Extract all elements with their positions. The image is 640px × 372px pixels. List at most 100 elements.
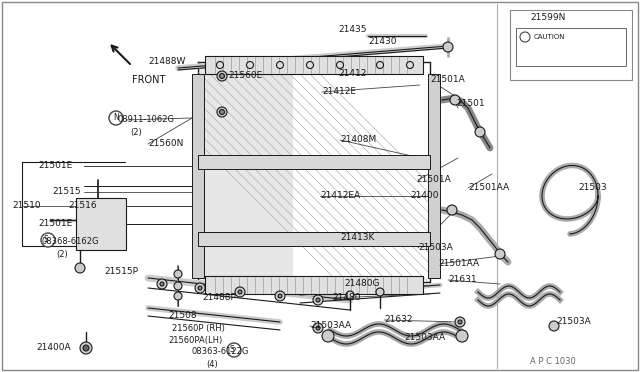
Text: 21503AA: 21503AA — [310, 321, 351, 330]
Text: 21503A: 21503A — [556, 317, 591, 327]
Circle shape — [376, 288, 384, 296]
Text: 21632: 21632 — [384, 315, 413, 324]
Circle shape — [174, 282, 182, 290]
Text: 21508: 21508 — [168, 311, 196, 321]
Text: 21599N: 21599N — [530, 13, 565, 22]
Text: 08911-1062G: 08911-1062G — [118, 115, 175, 125]
Circle shape — [174, 292, 182, 300]
Text: 21488P: 21488P — [202, 294, 236, 302]
Circle shape — [276, 61, 284, 68]
Circle shape — [41, 233, 55, 247]
Text: 21501: 21501 — [456, 99, 484, 109]
Text: 21560P (RH): 21560P (RH) — [172, 324, 225, 333]
Text: 21408M: 21408M — [340, 135, 376, 144]
Text: 21501AA: 21501AA — [438, 260, 479, 269]
Circle shape — [80, 342, 92, 354]
Text: 21412: 21412 — [338, 70, 366, 78]
Text: A P C 1030: A P C 1030 — [530, 357, 576, 366]
Text: 08363-6122G: 08363-6122G — [192, 347, 250, 356]
Text: (4): (4) — [206, 359, 218, 369]
Text: 08368-6162G: 08368-6162G — [42, 237, 99, 247]
Text: 21413K: 21413K — [340, 234, 374, 243]
Circle shape — [475, 127, 485, 137]
Circle shape — [458, 320, 462, 324]
Text: (2): (2) — [56, 250, 68, 259]
Text: 21501E: 21501E — [38, 219, 72, 228]
Circle shape — [160, 282, 164, 286]
Circle shape — [198, 286, 202, 290]
Circle shape — [83, 345, 89, 351]
Text: 21503A: 21503A — [418, 244, 452, 253]
Text: 21515P: 21515P — [104, 267, 138, 276]
Text: 21510: 21510 — [12, 202, 40, 211]
Circle shape — [549, 321, 559, 331]
Text: 21501AA: 21501AA — [468, 183, 509, 192]
Circle shape — [246, 61, 253, 68]
Bar — [428, 74, 440, 278]
Circle shape — [220, 109, 225, 115]
Circle shape — [450, 95, 460, 105]
Circle shape — [316, 298, 320, 302]
Text: N: N — [113, 113, 119, 122]
Circle shape — [278, 294, 282, 298]
Circle shape — [307, 61, 314, 68]
Circle shape — [316, 326, 320, 330]
Text: 21412E: 21412E — [322, 87, 356, 96]
Circle shape — [313, 295, 323, 305]
Circle shape — [376, 61, 383, 68]
Circle shape — [346, 291, 354, 299]
Text: CAUTION: CAUTION — [534, 34, 566, 40]
Text: 21488W: 21488W — [148, 58, 186, 67]
Bar — [76, 198, 126, 250]
Circle shape — [443, 42, 453, 52]
Text: S: S — [230, 346, 235, 355]
Bar — [198, 62, 293, 282]
Text: 21412EA: 21412EA — [320, 192, 360, 201]
Circle shape — [75, 263, 85, 273]
Circle shape — [520, 32, 530, 42]
Text: 21430: 21430 — [368, 38, 397, 46]
Bar — [192, 74, 204, 278]
Bar — [205, 276, 423, 294]
Circle shape — [337, 61, 344, 68]
Text: 21400: 21400 — [410, 192, 438, 201]
Text: 21480: 21480 — [332, 294, 360, 302]
Circle shape — [195, 283, 205, 293]
Circle shape — [174, 270, 182, 278]
Circle shape — [495, 249, 505, 259]
Bar — [516, 28, 626, 66]
Text: 21515: 21515 — [52, 187, 81, 196]
Text: S: S — [44, 235, 49, 244]
Circle shape — [456, 330, 468, 342]
Circle shape — [313, 323, 323, 333]
Text: 21560N: 21560N — [148, 140, 184, 148]
Text: 21435: 21435 — [338, 26, 367, 35]
Bar — [198, 232, 430, 246]
Circle shape — [275, 291, 285, 301]
Circle shape — [235, 287, 245, 297]
Text: 21503AA: 21503AA — [404, 334, 445, 343]
Text: 21400A: 21400A — [36, 343, 70, 353]
Text: 21480G: 21480G — [344, 279, 380, 289]
Circle shape — [238, 290, 242, 294]
Circle shape — [322, 330, 334, 342]
Circle shape — [455, 317, 465, 327]
Circle shape — [447, 205, 457, 215]
Circle shape — [406, 61, 413, 68]
Circle shape — [227, 343, 241, 357]
Bar — [510, 10, 632, 80]
Circle shape — [157, 279, 167, 289]
Text: 21501A: 21501A — [416, 176, 451, 185]
Text: 21560E: 21560E — [228, 71, 262, 80]
Circle shape — [216, 61, 223, 68]
Text: FRONT: FRONT — [132, 75, 165, 85]
Bar — [205, 56, 423, 74]
Circle shape — [109, 111, 123, 125]
Text: 21501E: 21501E — [38, 161, 72, 170]
Bar — [198, 155, 430, 169]
Text: 21631: 21631 — [448, 276, 477, 285]
Text: 21560PA(LH): 21560PA(LH) — [168, 336, 222, 344]
Circle shape — [220, 74, 225, 78]
Text: 21516: 21516 — [68, 202, 97, 211]
Text: (2): (2) — [130, 128, 141, 137]
